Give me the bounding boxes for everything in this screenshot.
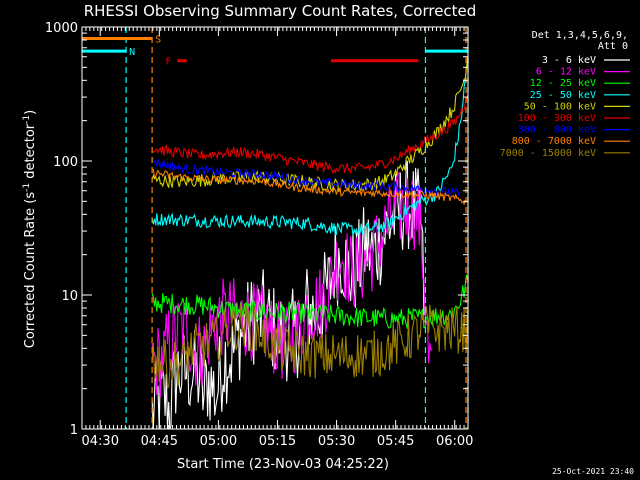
series-line-7000-15000-kev xyxy=(151,302,469,390)
y-tick-label-1: 1 xyxy=(70,423,78,438)
chart-title: RHESSI Observing Summary Count Rates, Co… xyxy=(84,2,477,20)
legend-label-50-100-kev: 50 - 100 keV xyxy=(524,101,596,112)
series-line-3-6-kev xyxy=(151,160,425,430)
legend-label-300-800-kev: 300 - 800 keV xyxy=(518,125,596,136)
x-tick-label-05-15: 05:15 xyxy=(259,434,296,449)
series-line-100-300-kev xyxy=(151,95,469,175)
legend-label-3-6-kev: 3 - 6 keV xyxy=(542,55,596,66)
y-tick-label-1000: 1000 xyxy=(45,21,78,36)
series-line-25-50-kev xyxy=(151,60,469,236)
y-label-end: ) xyxy=(23,110,38,115)
y-label-exp-1: -1 xyxy=(22,183,32,192)
series-line-300-800-kev xyxy=(151,157,460,197)
series-line-6-12-kev xyxy=(151,171,433,398)
y-axis-label: Corrected Count Rate (s-1 detector-1) xyxy=(22,110,38,348)
timestamp: 25-Oct-2021 23:40 xyxy=(552,467,634,476)
y-tick-label-100: 100 xyxy=(53,155,78,170)
legend-label-100-300-kev: 100 - 300 keV xyxy=(518,113,596,124)
x-tick-label-05-30: 05:30 xyxy=(318,434,355,449)
series-line-50-100-kev xyxy=(151,57,469,192)
x-tick-label-06-00: 06:00 xyxy=(436,434,473,449)
flag-label-f: F xyxy=(165,57,171,68)
y-label-mid: detector xyxy=(23,123,38,183)
x-tick-label-04-30: 04:30 xyxy=(82,434,119,449)
series-line-800-7000-kev xyxy=(151,168,466,206)
y-label-main: Corrected Count Rate (s xyxy=(23,192,38,349)
legend-label-6-12-kev: 6 - 12 keV xyxy=(536,67,596,78)
flag-layer: S N F xyxy=(82,35,468,68)
flag-label-n: N xyxy=(129,47,135,58)
legend-label-25-50-kev: 25 - 50 keV xyxy=(530,90,596,101)
y-tick-label-10: 10 xyxy=(61,289,78,304)
legend-header-2: Att 0 xyxy=(598,41,628,52)
legend-label-800-7000-kev: 800 - 7000 keV xyxy=(512,136,596,147)
x-tick-label-04-45: 04:45 xyxy=(141,434,178,449)
x-tick-label-05-45: 05:45 xyxy=(377,434,414,449)
y-label-exp-2: -1 xyxy=(22,115,32,124)
x-tick-label-05-00: 05:00 xyxy=(200,434,237,449)
series-layer xyxy=(151,57,469,430)
legend-label-7000-15000-kev: 7000 - 15000 keV xyxy=(500,148,596,159)
x-axis-label: Start Time (23-Nov-03 04:25:22) xyxy=(177,457,389,472)
legend-label-12-25-kev: 12 - 25 keV xyxy=(530,78,596,89)
axes-layer: 04:30 04:45 05:00 05:15 05:30 05:45 06:00 1 10 10… xyxy=(45,21,474,449)
legend-header-1: Det 1,3,4,5,6,9, xyxy=(532,30,628,41)
flag-label-s: S xyxy=(155,35,161,46)
series-line-12-25-kev xyxy=(151,274,469,329)
